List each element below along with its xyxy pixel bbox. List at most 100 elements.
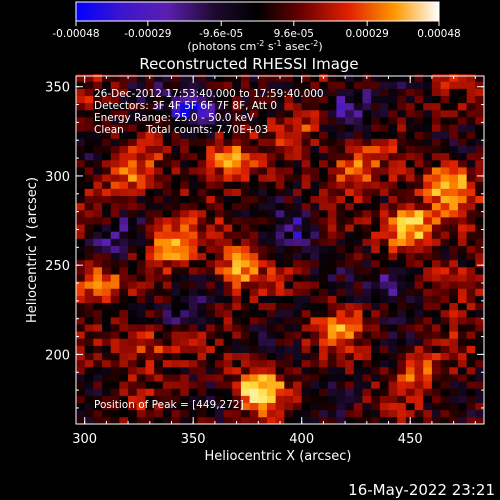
heatmap-cell [223, 366, 233, 375]
heatmap-cell [232, 395, 242, 403]
heatmap-cell [154, 102, 164, 111]
heatmap-cell [154, 366, 164, 375]
heatmap-cell [266, 88, 277, 97]
heatmap-cell [266, 395, 277, 403]
heatmap-cell [258, 295, 268, 304]
heatmap-cell [206, 145, 216, 154]
heatmap-cell [336, 266, 346, 275]
heatmap-cell [266, 331, 277, 339]
heatmap-cell [180, 274, 190, 282]
heatmap-cell [353, 281, 363, 289]
heatmap-cell [206, 138, 216, 146]
heatmap-cell [327, 117, 337, 125]
heatmap-cell [171, 302, 181, 311]
heatmap-cell [102, 259, 112, 268]
heatmap-cell [475, 159, 485, 168]
heatmap-cell [258, 167, 268, 175]
heatmap-cell [319, 195, 329, 204]
heatmap-cell [84, 181, 94, 189]
heatmap-cell [371, 388, 381, 396]
heatmap-cell [353, 117, 363, 125]
heatmap-cell [440, 202, 450, 211]
heatmap-cell [345, 216, 355, 225]
heatmap-cell [93, 381, 103, 389]
heatmap-cell [162, 117, 172, 125]
heatmap-cell [145, 124, 155, 132]
heatmap-cell [353, 81, 363, 89]
heatmap-cell [327, 238, 337, 246]
heatmap-cell [258, 159, 268, 168]
heatmap-cell [197, 74, 207, 82]
heatmap-cell [136, 374, 146, 382]
heatmap-cell [388, 366, 398, 375]
heatmap-cell [84, 145, 94, 154]
heatmap-cell [76, 316, 86, 325]
heatmap-cell [345, 195, 355, 204]
heatmap-cell [258, 181, 268, 189]
heatmap-cell [76, 124, 86, 132]
heatmap-cell [371, 202, 381, 211]
heatmap-cell [353, 352, 363, 361]
heatmap-cell [162, 309, 172, 318]
heatmap-cell [379, 138, 389, 146]
heatmap-cell [431, 152, 441, 161]
heatmap-cell [266, 366, 277, 375]
heatmap-cell [84, 381, 94, 389]
heatmap-cell [379, 95, 389, 104]
heatmap-cell [223, 109, 233, 118]
heatmap-cell [301, 316, 311, 325]
heatmap-cell [449, 295, 459, 304]
heatmap-cell [431, 245, 441, 254]
heatmap-cell [223, 274, 233, 282]
heatmap-cell [275, 295, 285, 304]
heatmap-cell [136, 167, 146, 175]
heatmap-cell [379, 302, 389, 311]
heatmap-cell [136, 109, 146, 118]
heatmap-cell [310, 288, 320, 296]
heatmap-cell [327, 224, 337, 232]
heatmap-cell [431, 195, 441, 204]
heatmap-cell [102, 216, 112, 225]
heatmap-cell [84, 124, 94, 132]
heatmap-cell [136, 359, 146, 368]
heatmap-cell [284, 224, 294, 232]
heatmap-cell [362, 395, 372, 403]
heatmap-cell [379, 395, 389, 403]
heatmap-cell [345, 88, 355, 97]
heatmap-cell [258, 316, 268, 325]
heatmap-cell [171, 316, 181, 325]
heatmap-cell [188, 109, 198, 118]
heatmap-cell [466, 152, 476, 161]
heatmap-cell [405, 266, 415, 275]
heatmap-cell [414, 102, 424, 111]
heatmap-cell [310, 302, 320, 311]
heatmap-cell [258, 324, 268, 332]
heatmap-cell [258, 74, 268, 82]
colorbar-units-label: (photons cm-2 s-1 asec-2) [187, 39, 322, 53]
heatmap-cell [171, 409, 181, 418]
heatmap-cell [223, 195, 233, 204]
heatmap-cell [258, 209, 268, 218]
heatmap-cell [405, 352, 415, 361]
heatmap-cell [214, 152, 224, 161]
heatmap-cell [214, 216, 224, 225]
heatmap-cell [136, 138, 146, 146]
heatmap-cell [414, 374, 424, 382]
heatmap-cell [171, 195, 181, 204]
heatmap-cell [440, 366, 450, 375]
heatmap-cell [154, 331, 164, 339]
heatmap-cell [327, 174, 337, 182]
heatmap-cell [371, 309, 381, 318]
y-tick-label: 200 [45, 348, 70, 363]
heatmap-cell [171, 238, 181, 246]
heatmap-cell [162, 338, 172, 346]
heatmap-cell [188, 409, 198, 418]
heatmap-cell [154, 266, 164, 275]
heatmap-cell [128, 102, 138, 111]
heatmap-cell [457, 216, 468, 225]
heatmap-cell [93, 159, 103, 168]
heatmap-cell [136, 281, 146, 289]
heatmap-cell [232, 338, 242, 346]
heatmap-cell [102, 309, 112, 318]
heatmap-cell [310, 159, 320, 168]
